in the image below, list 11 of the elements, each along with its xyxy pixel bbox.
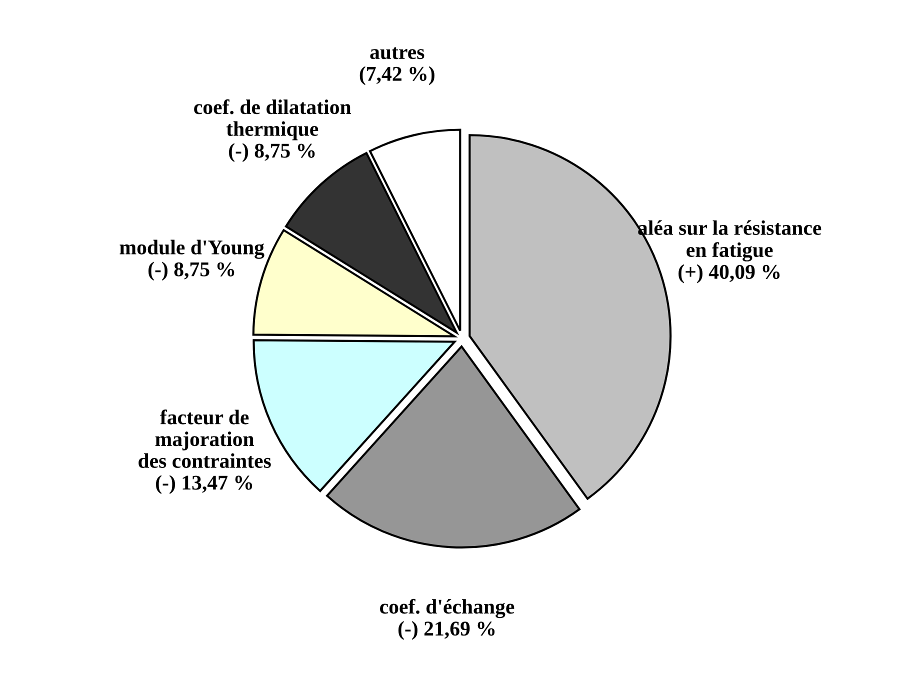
slice-label: module d'Young [120,240,264,259]
data-label: (-) 8,75 % [229,143,315,162]
data-label: (+) 40,09 % [678,264,780,284]
slice-label: autres [370,47,424,60]
slice-label: facteur de majoration des contraintes [138,410,271,468]
data-label: (-) 13,47 % [156,475,252,494]
data-label: (-) 8,75 % [148,262,234,281]
data-label: (-) 21,69 % [398,621,495,640]
slice-label: coef. d'échange [380,598,514,618]
slice-label: coef. de dilatation thermique [194,99,352,140]
data-label: (7,42 %) [360,66,434,86]
